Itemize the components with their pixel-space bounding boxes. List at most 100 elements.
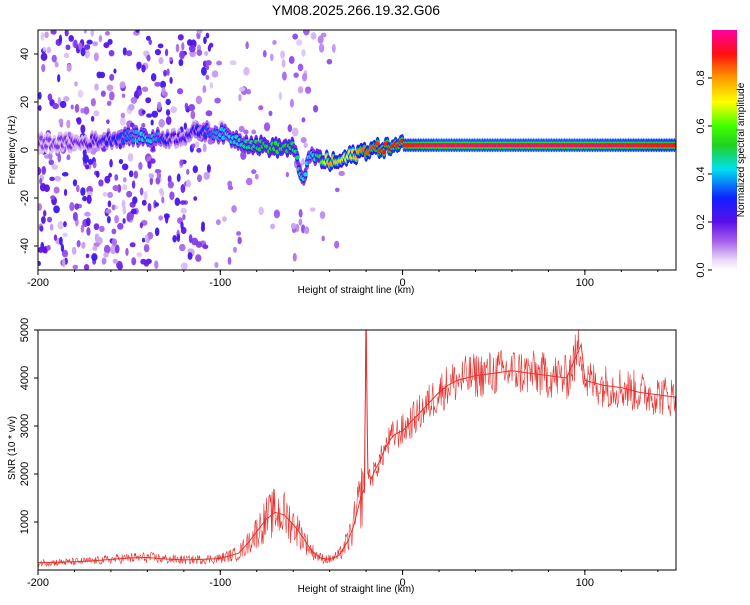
spectrogram-cell [139,222,144,229]
spectrogram-cell [148,173,155,179]
spectral-ridge-point [39,136,44,141]
spectrogram-cell [290,222,297,230]
spectrogram-cell [80,107,85,114]
spectrogram-cell [146,113,153,118]
spectrogram-cell [177,88,184,95]
spectrogram-cell [172,235,177,243]
spectrogram-cell [62,258,66,268]
spectrogram-cell [169,76,173,84]
spectrogram-cell [177,34,184,41]
spectrogram-cell [41,165,47,175]
spectrogram-cell [304,86,312,94]
spectrogram-cell [295,223,300,233]
x-tick-label: 100 [576,277,594,289]
spectrogram-cell [185,179,192,188]
spectrogram-cell [310,32,317,40]
spectrogram-cell [246,88,252,95]
spectrogram-cell [117,222,124,230]
spectrogram-y-ticks: 40 20 0 -20 -40 [19,48,38,254]
spectrogram-cell [195,254,202,262]
y-tick-label: -40 [19,238,31,254]
spectrogram-cell [158,215,164,221]
spectrogram-cell [138,161,143,170]
spectrogram-cell [117,184,122,193]
spectrogram-cell [80,187,86,196]
spectrogram-cell [49,176,55,182]
spectrogram-cell [188,234,193,244]
spectrogram-ridge [38,120,676,186]
spectral-ridge-point [257,147,262,152]
spectrogram-cell [61,249,69,258]
spectrogram-cell [63,52,70,59]
spectrogram-cell [105,31,110,36]
spectrogram-cell [289,98,294,108]
spectrogram-cell [100,90,106,97]
spectrogram-cell [145,97,152,104]
snr-panel: -200 -100 0 100 1000 2000 3000 4000 5000 Height… [7,318,677,595]
spectrogram-cell [84,211,91,217]
spectrogram-cell [104,175,111,184]
spectrogram-cell [196,147,202,153]
spectrogram-cell [106,215,111,224]
spectrogram-cell [87,158,93,166]
spectrogram-cell [94,83,99,91]
spectrogram-cell [178,243,186,252]
spectrogram-cell [164,214,169,224]
spectral-ridge-point [381,150,387,155]
spectrogram-cell [63,95,70,102]
spectrogram-cell [53,205,60,214]
spectrogram-cell [81,241,86,249]
spectrogram-cell [130,208,137,215]
snr-x-label: Height of straight line (km) [298,584,415,595]
spectrogram-cell [66,154,71,161]
spectrogram-cell [186,168,190,175]
spectrogram-cell [103,42,110,49]
spectrogram-cell [184,102,189,110]
spectral-ridge-point [88,143,93,148]
colorbar: 0.0 0.2 0.4 0.6 0.8 Normalized spectral ampl… [695,30,747,278]
spectrogram-cell [109,159,113,168]
spectrogram-cell [300,137,307,144]
spectrogram-cell [273,209,281,219]
spectrogram-cell [120,112,126,119]
spectrogram-cell [141,237,146,243]
spectrogram-cell [156,101,162,110]
spectrogram-cell [38,105,42,111]
spectrogram-cell [137,89,142,96]
spectrogram-cell [180,221,184,230]
spectrogram-cell [74,203,80,210]
colorbar-ramp [712,30,737,270]
spectrogram-cell [118,142,123,150]
spectrogram-cell [135,30,140,33]
spectrogram-cell [238,93,242,102]
spectrogram-cell [190,110,196,120]
spectrogram-cell [163,69,168,77]
spectrogram-cell [147,203,152,212]
spectrogram-cell [232,246,238,253]
spectrogram-cell [50,30,57,35]
spectrogram-cell [144,234,149,243]
spectrogram-cell [176,233,181,243]
spectrogram-cell [205,60,212,66]
spectrogram-cell [43,184,50,192]
spectrogram-cell [154,260,159,270]
spectrogram-cell [57,220,64,230]
spectrogram-cell [154,227,160,237]
spectral-ridge-point [673,143,676,148]
spectrogram-cell [76,117,82,125]
spectrogram-cell [98,35,103,43]
spectral-ridge-point [134,129,139,135]
spectrogram-cell [227,256,232,265]
y-tick-label: 5000 [19,318,31,342]
spectral-ridge-point [121,139,126,144]
spectrogram-cell [98,179,104,187]
spectrogram-cell [143,50,150,57]
spectrogram-cell [78,42,83,51]
spectrogram-cell [128,103,135,111]
spectrogram-cell [92,41,98,47]
spectrogram-cell [188,44,196,53]
spectrogram-cell [65,44,71,51]
spectrogram-cell [111,238,118,247]
spectrogram-cell [321,235,325,242]
spectrogram-cell [94,233,100,243]
